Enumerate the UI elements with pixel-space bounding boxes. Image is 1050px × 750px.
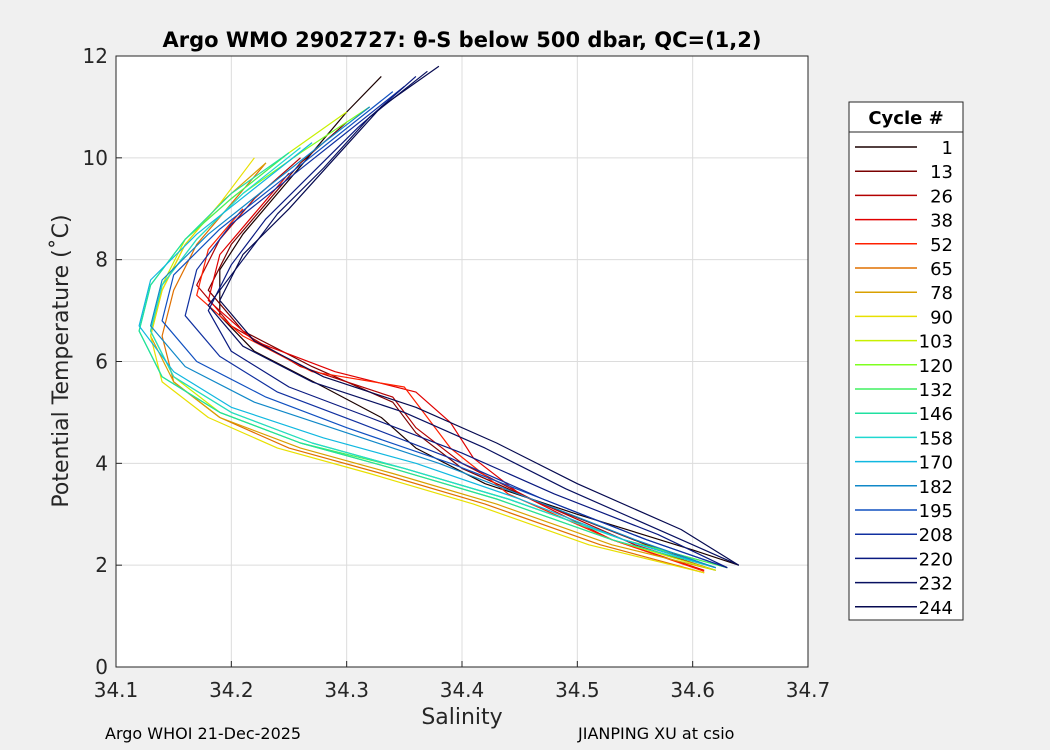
- legend-label: 208: [919, 525, 953, 546]
- x-tick-label: 34.4: [440, 678, 485, 702]
- legend-label: 158: [919, 428, 953, 449]
- series-line: [196, 208, 705, 572]
- y-tick-label: 0: [95, 655, 108, 679]
- footer-author: JIANPING XU at csio: [578, 724, 735, 743]
- series-line: [207, 75, 728, 569]
- legend-label: 132: [919, 380, 953, 401]
- y-tick-label: 6: [95, 350, 108, 374]
- y-tick-label: 4: [95, 451, 108, 475]
- legend-label: 103: [919, 332, 953, 353]
- legend-label: 232: [919, 574, 953, 595]
- y-tick-label: 10: [83, 146, 108, 170]
- x-tick-label: 34.2: [209, 678, 254, 702]
- series-line: [150, 147, 716, 569]
- series-line: [150, 106, 716, 569]
- legend-label: 26: [930, 186, 953, 207]
- series-layer: [138, 65, 740, 574]
- legend-label: 244: [919, 598, 953, 619]
- axis-ticks: 34.1 34.2 34.3 34.4 34.5 34.6 34.7 0 2 4 6 8 10 12: [83, 44, 831, 702]
- legend-label: 38: [930, 211, 953, 232]
- legend-label: 120: [919, 356, 953, 377]
- legend-entries: 1 13 26 38 52 65 78 90 103 120 132 146 158 170 182 195 2…: [855, 138, 953, 619]
- series-line: [150, 157, 705, 574]
- legend-label: 195: [919, 501, 953, 522]
- legend-label: 78: [930, 283, 953, 304]
- legend-label: 1: [942, 138, 953, 159]
- x-tick-label: 34.3: [324, 678, 369, 702]
- x-tick-label: 34.1: [94, 678, 139, 702]
- x-tick-label: 34.6: [670, 678, 715, 702]
- series-line: [207, 70, 740, 566]
- legend-label: 146: [919, 404, 953, 425]
- series-line: [184, 86, 728, 569]
- series-line: [138, 152, 716, 569]
- legend-label: 170: [919, 453, 953, 474]
- legend-label: 220: [919, 549, 953, 570]
- x-axis-label: Salinity: [421, 705, 502, 730]
- y-tick-label: 2: [95, 553, 108, 577]
- legend-label: 13: [930, 162, 953, 183]
- legend: Cycle # 1 13 26 38 52 65 78 90 103 120 132 146 158 17…: [848, 101, 964, 621]
- legend-label: 65: [930, 259, 953, 280]
- series-line: [138, 142, 716, 569]
- legend-label: 182: [919, 477, 953, 498]
- y-tick-label: 8: [95, 248, 108, 272]
- chart-title: Argo WMO 2902727: θ-S below 500 dbar, QC…: [163, 28, 762, 52]
- y-axis-label: Potential Temperature (˚C): [49, 214, 74, 507]
- legend-label: 90: [930, 307, 953, 328]
- x-tick-label: 34.7: [786, 678, 831, 702]
- footer-source: Argo WHOI 21-Dec-2025: [105, 724, 302, 743]
- x-tick-label: 34.5: [555, 678, 600, 702]
- legend-label: 52: [930, 235, 953, 256]
- y-tick-label: 12: [83, 44, 108, 68]
- legend-title: Cycle #: [868, 108, 943, 129]
- series-line: [219, 65, 740, 566]
- series-line: [219, 75, 739, 566]
